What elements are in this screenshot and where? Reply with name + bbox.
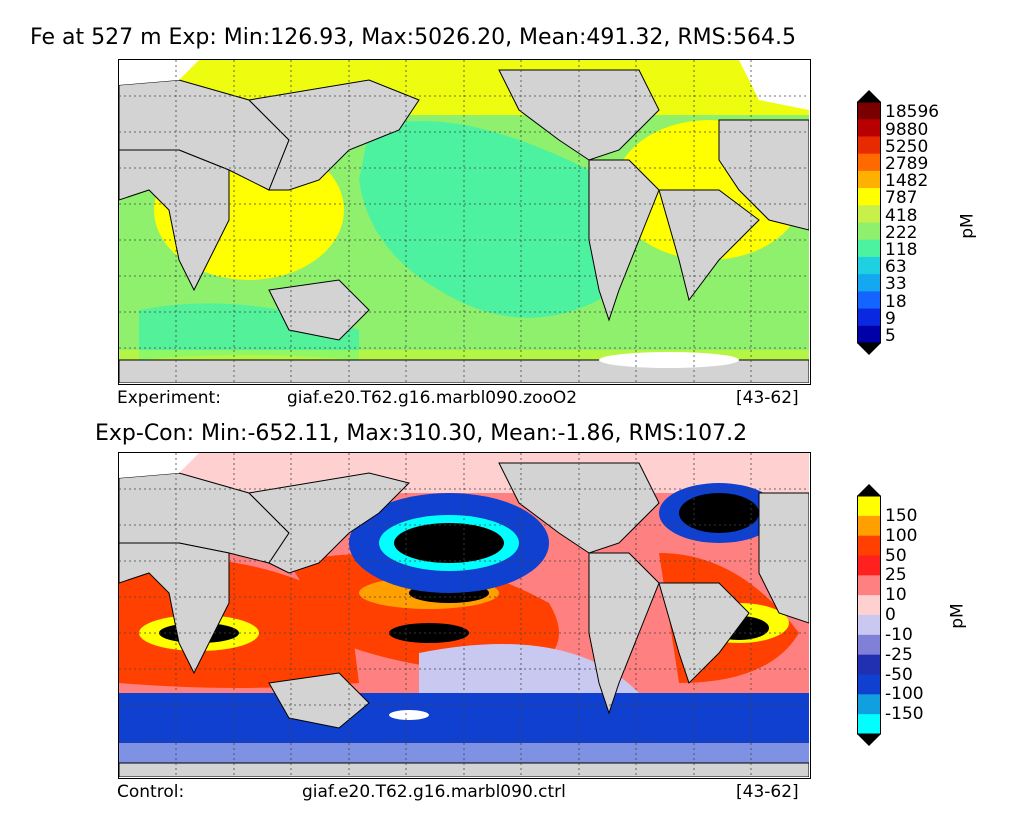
colorbar-segment	[857, 274, 881, 292]
top-panel-title: Fe at 527 m Exp: Min:126.93, Max:5026.20…	[30, 25, 796, 50]
colorbar-tick-label: -25	[885, 644, 913, 665]
bottom-caption-mid: giaf.e20.T62.g16.marbl090.ctrl	[302, 782, 566, 802]
top-caption-right: [43-62]	[736, 388, 799, 408]
colorbar-tick-label: 5250	[885, 136, 929, 157]
cbar-bot-svg	[857, 484, 881, 746]
colorbar-segment	[857, 222, 881, 241]
top-caption-mid: giaf.e20.T62.g16.marbl090.zooO2	[287, 388, 578, 408]
bottom-caption-left: Control:	[117, 782, 185, 802]
top-pacific-low	[359, 121, 627, 318]
colorbar-tick-label: 9	[885, 308, 896, 329]
colorbar-tick-label: 33	[885, 274, 907, 295]
colorbar-segment	[857, 205, 881, 223]
bottom-spac-lavender	[419, 644, 639, 693]
colorbar-tick-label: -100	[885, 684, 924, 705]
colorbar-tick-label: 10	[885, 585, 907, 606]
colorbar-segment	[857, 496, 881, 517]
colorbar-segment	[857, 515, 881, 537]
colorbar-segment	[857, 170, 881, 189]
colorbar-segment	[857, 239, 881, 258]
colorbar-tick-label: 5	[885, 326, 896, 347]
top-colorbar-unit: pM	[957, 213, 978, 239]
colorbar-tick-label: 2789	[885, 153, 929, 174]
bottom-nodata	[119, 453, 429, 720]
colorbar-segment	[857, 674, 881, 695]
colorbar-extend-bottom	[857, 734, 881, 746]
colorbar-outline	[857, 495, 881, 735]
colorbar-tick-label: 222	[885, 222, 918, 243]
colorbar-segment	[857, 325, 881, 344]
top-nodata	[119, 60, 809, 368]
colorbar-tick-label: 63	[885, 257, 907, 278]
colorbar-segment	[857, 595, 881, 616]
colorbar-segment	[857, 575, 881, 596]
colorbar-segment	[857, 136, 881, 155]
bottom-colorbar	[857, 484, 881, 746]
bottom-caption-right: [43-62]	[736, 782, 799, 802]
colorbar-tick-label: -150	[885, 704, 924, 725]
colorbar-tick-label: 787	[885, 188, 918, 209]
colorbar-tick-label: 418	[885, 205, 918, 226]
colorbar-segment	[857, 102, 881, 120]
colorbar-segment	[857, 634, 881, 656]
cbar-top-svg	[857, 90, 881, 355]
colorbar-tick-label: 9880	[885, 119, 929, 140]
colorbar-extend-top	[857, 90, 881, 102]
colorbar-segment	[857, 153, 881, 172]
colorbar-tick-label: 18	[885, 291, 907, 312]
colorbar-extend-bottom	[857, 343, 881, 355]
bottom-map-svg	[119, 453, 809, 777]
colorbar-segment	[857, 119, 881, 137]
colorbar-segment	[857, 714, 881, 735]
colorbar-tick-label: 100	[885, 525, 918, 546]
colorbar-segment	[857, 256, 881, 275]
top-colorbar	[857, 90, 881, 355]
top-caption-left: Experiment:	[117, 388, 221, 408]
colorbar-segment	[857, 291, 881, 310]
colorbar-segment	[857, 694, 881, 715]
top-grid	[119, 60, 809, 383]
colorbar-segment	[857, 615, 881, 636]
colorbar-tick-label: -10	[885, 624, 913, 645]
top-map-svg	[119, 60, 809, 383]
bottom-npac-black	[394, 523, 504, 563]
colorbar-tick-label: 50	[885, 545, 907, 566]
bottom-natl-black	[679, 493, 759, 533]
colorbar-tick-label: 18596	[885, 102, 940, 123]
bottom-grid	[119, 453, 809, 777]
colorbar-segment	[857, 308, 881, 327]
colorbar-tick-label: 150	[885, 505, 918, 526]
bottom-panel-title: Exp-Con: Min:-652.11, Max:310.30, Mean:-…	[95, 421, 748, 446]
colorbar-segment	[857, 535, 881, 556]
top-map	[118, 59, 811, 385]
colorbar-segment	[857, 188, 881, 206]
colorbar-segment	[857, 555, 881, 576]
colorbar-tick-label: 1482	[885, 171, 929, 192]
colorbar-tick-label: 25	[885, 565, 907, 586]
bottom-colorbar-unit: pM	[947, 603, 968, 629]
colorbar-tick-label: 0	[885, 605, 896, 625]
colorbar-extend-top	[857, 484, 881, 496]
colorbar-segment	[857, 654, 881, 675]
colorbar-tick-label: 118	[885, 240, 918, 261]
colorbar-outline	[857, 101, 881, 344]
bottom-map	[118, 452, 811, 779]
colorbar-tick-label: -50	[885, 664, 913, 685]
